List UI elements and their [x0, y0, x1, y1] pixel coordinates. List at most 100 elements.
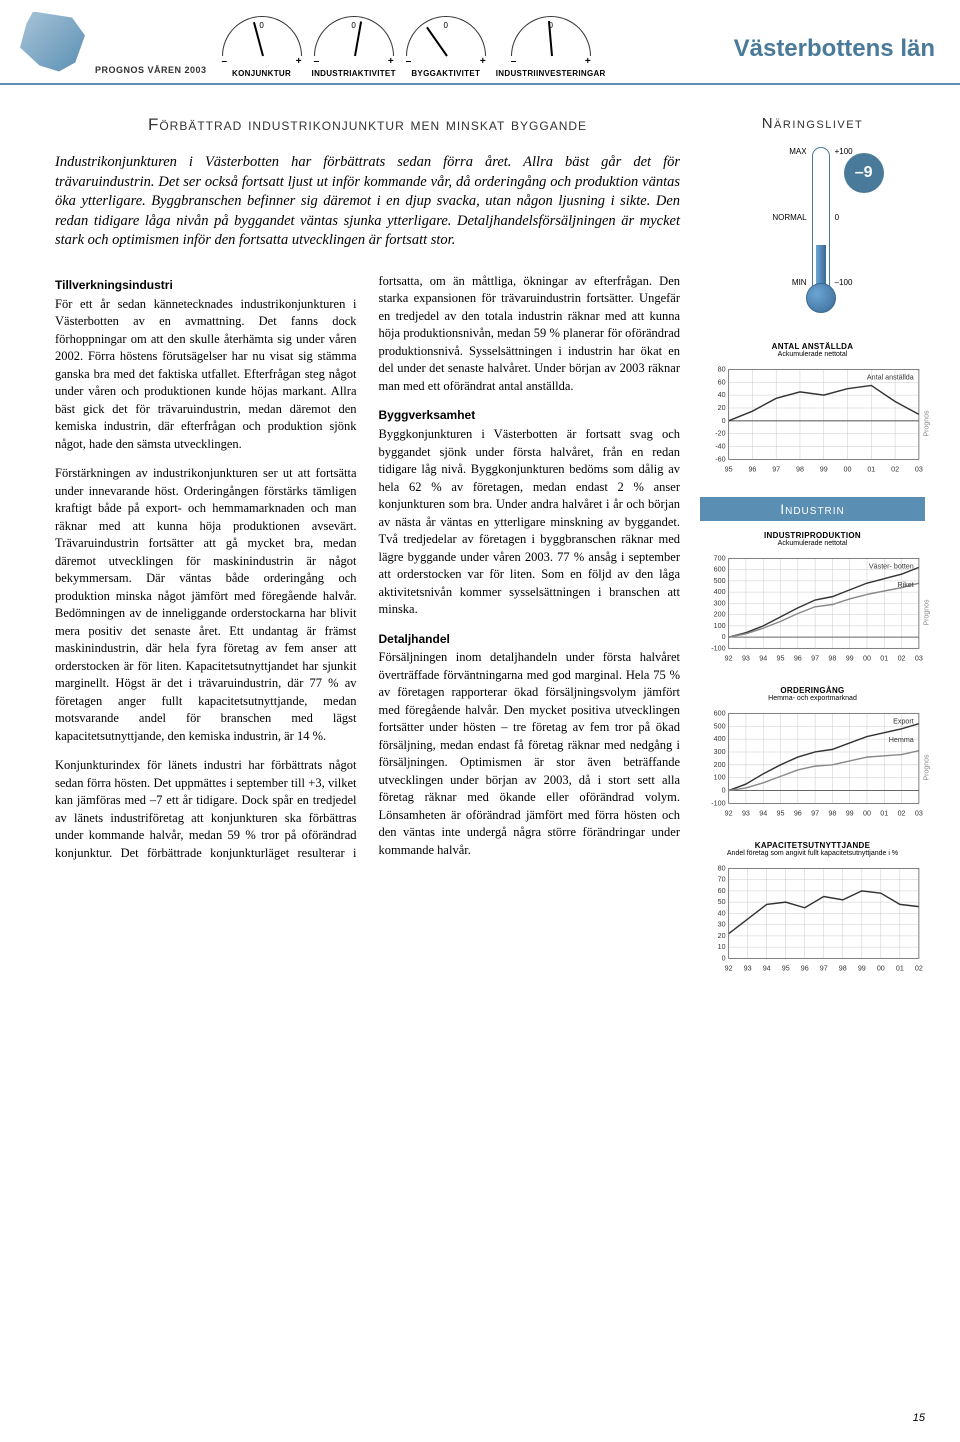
main-column: Förbättrad industrikonjunktur men minska… — [55, 115, 680, 996]
svg-text:50: 50 — [718, 898, 726, 906]
svg-text:00: 00 — [863, 810, 871, 818]
svg-text:200: 200 — [714, 761, 726, 769]
svg-text:97: 97 — [811, 655, 819, 663]
svg-text:01: 01 — [896, 965, 904, 973]
gauge-industriinvesteringar: –+ INDUSTRIINVESTERINGAR — [496, 16, 606, 78]
body-paragraph: Förstärkningen av industrikonjunkturen s… — [55, 465, 357, 745]
chart1-title: ANTAL ANSTÄLLDA — [700, 342, 925, 351]
svg-text:95: 95 — [777, 655, 785, 663]
svg-text:93: 93 — [742, 810, 750, 818]
svg-text:02: 02 — [898, 655, 906, 663]
svg-text:92: 92 — [725, 965, 733, 973]
svg-text:96: 96 — [794, 655, 802, 663]
svg-text:-100: -100 — [711, 799, 725, 807]
subheading: Detaljhandel — [379, 631, 681, 648]
index-value-badge: –9 — [844, 153, 884, 193]
svg-text:99: 99 — [858, 965, 866, 973]
svg-text:92: 92 — [725, 655, 733, 663]
main-heading: Förbättrad industrikonjunktur men minska… — [55, 115, 680, 135]
svg-text:94: 94 — [759, 810, 767, 818]
chart-industriproduktion: -100010020030040050060070092939495969798… — [700, 551, 925, 666]
svg-text:02: 02 — [891, 466, 899, 474]
svg-text:96: 96 — [794, 810, 802, 818]
chart-orderingang: -100010020030040050060092939495969798990… — [700, 706, 925, 821]
svg-text:700: 700 — [714, 554, 726, 562]
svg-text:300: 300 — [714, 599, 726, 607]
svg-text:92: 92 — [725, 810, 733, 818]
body-paragraph: Försäljningen inom detaljhandeln under f… — [379, 649, 681, 859]
gauge-row: –+ KONJUNKTUR –+ INDUSTRIAKTIVITET –+ BY… — [222, 16, 606, 78]
svg-text:-40: -40 — [715, 443, 725, 451]
svg-text:03: 03 — [915, 466, 923, 474]
svg-text:97: 97 — [811, 810, 819, 818]
body-text: TillverkningsindustriFör ett år sedan kä… — [55, 273, 680, 867]
svg-text:60: 60 — [718, 378, 726, 386]
svg-text:95: 95 — [782, 965, 790, 973]
svg-text:-20: -20 — [715, 430, 725, 438]
gauge-byggaktivitet: –+ BYGGAKTIVITET — [406, 16, 486, 78]
chart-kapacitet: 010203040506070809293949596979899000102 — [700, 861, 925, 976]
svg-text:00: 00 — [844, 466, 852, 474]
svg-text:01: 01 — [880, 655, 888, 663]
page-header: PROGNOS VÅREN 2003 –+ KONJUNKTUR –+ INDU… — [0, 0, 960, 85]
svg-text:96: 96 — [801, 965, 809, 973]
svg-text:10: 10 — [718, 943, 726, 951]
chart4-title: KAPACITETSUTNYTTJANDE — [700, 841, 925, 850]
svg-text:Antal anställda: Antal anställda — [867, 374, 914, 382]
svg-text:00: 00 — [877, 965, 885, 973]
svg-text:0: 0 — [722, 787, 726, 795]
svg-text:400: 400 — [714, 588, 726, 596]
chart3-title: ORDERINGÅNG — [700, 686, 925, 695]
svg-text:99: 99 — [846, 655, 854, 663]
subheading: Byggverksamhet — [379, 407, 681, 424]
svg-text:97: 97 — [820, 965, 828, 973]
thermometer-gauge: MAXNORMALMIN –9 +1000–100 — [700, 147, 925, 317]
svg-text:98: 98 — [828, 655, 836, 663]
svg-text:80: 80 — [718, 365, 726, 373]
region-map-icon — [20, 12, 85, 72]
svg-text:0: 0 — [722, 954, 726, 962]
svg-text:-100: -100 — [711, 644, 725, 652]
svg-text:98: 98 — [828, 810, 836, 818]
svg-text:01: 01 — [880, 810, 888, 818]
chart2-title: INDUSTRIPRODUKTION — [700, 531, 925, 540]
svg-text:0: 0 — [722, 633, 726, 641]
svg-text:01: 01 — [867, 466, 875, 474]
svg-text:20: 20 — [718, 932, 726, 940]
svg-text:Hemma: Hemma — [889, 736, 914, 744]
svg-text:99: 99 — [846, 810, 854, 818]
svg-text:98: 98 — [839, 965, 847, 973]
svg-text:-60: -60 — [715, 455, 725, 463]
svg-text:60: 60 — [718, 887, 726, 895]
svg-text:03: 03 — [915, 655, 923, 663]
svg-text:Riket: Riket — [897, 581, 913, 589]
chart1-subtitle: Ackumulerade nettotal — [700, 351, 925, 358]
body-paragraph: För ett år sedan kännetecknades industri… — [55, 296, 357, 454]
svg-text:40: 40 — [718, 391, 726, 399]
svg-text:20: 20 — [718, 404, 726, 412]
svg-text:100: 100 — [714, 774, 726, 782]
chart-anstallda: -60-40-20020406080959697989900010203Anta… — [700, 362, 925, 477]
svg-text:94: 94 — [759, 655, 767, 663]
svg-text:94: 94 — [763, 965, 771, 973]
svg-text:02: 02 — [898, 810, 906, 818]
svg-text:80: 80 — [718, 864, 726, 872]
industrin-heading: Industrin — [700, 497, 925, 521]
svg-text:30: 30 — [718, 921, 726, 929]
thermometer-icon: –9 — [812, 147, 830, 292]
svg-text:02: 02 — [915, 965, 923, 973]
sidebar-heading: Näringslivet — [700, 115, 925, 132]
svg-text:300: 300 — [714, 748, 726, 756]
svg-text:99: 99 — [820, 466, 828, 474]
svg-text:200: 200 — [714, 611, 726, 619]
svg-text:93: 93 — [742, 655, 750, 663]
gauge-industriaktivitet: –+ INDUSTRIAKTIVITET — [312, 16, 396, 78]
svg-text:95: 95 — [777, 810, 785, 818]
chart2-subtitle: Ackumulerade nettotal — [700, 540, 925, 547]
sidebar: Näringslivet MAXNORMALMIN –9 +1000–100 A… — [700, 115, 925, 996]
svg-text:500: 500 — [714, 577, 726, 585]
svg-text:96: 96 — [748, 466, 756, 474]
svg-text:95: 95 — [725, 466, 733, 474]
svg-text:500: 500 — [714, 722, 726, 730]
svg-text:0: 0 — [722, 417, 726, 425]
